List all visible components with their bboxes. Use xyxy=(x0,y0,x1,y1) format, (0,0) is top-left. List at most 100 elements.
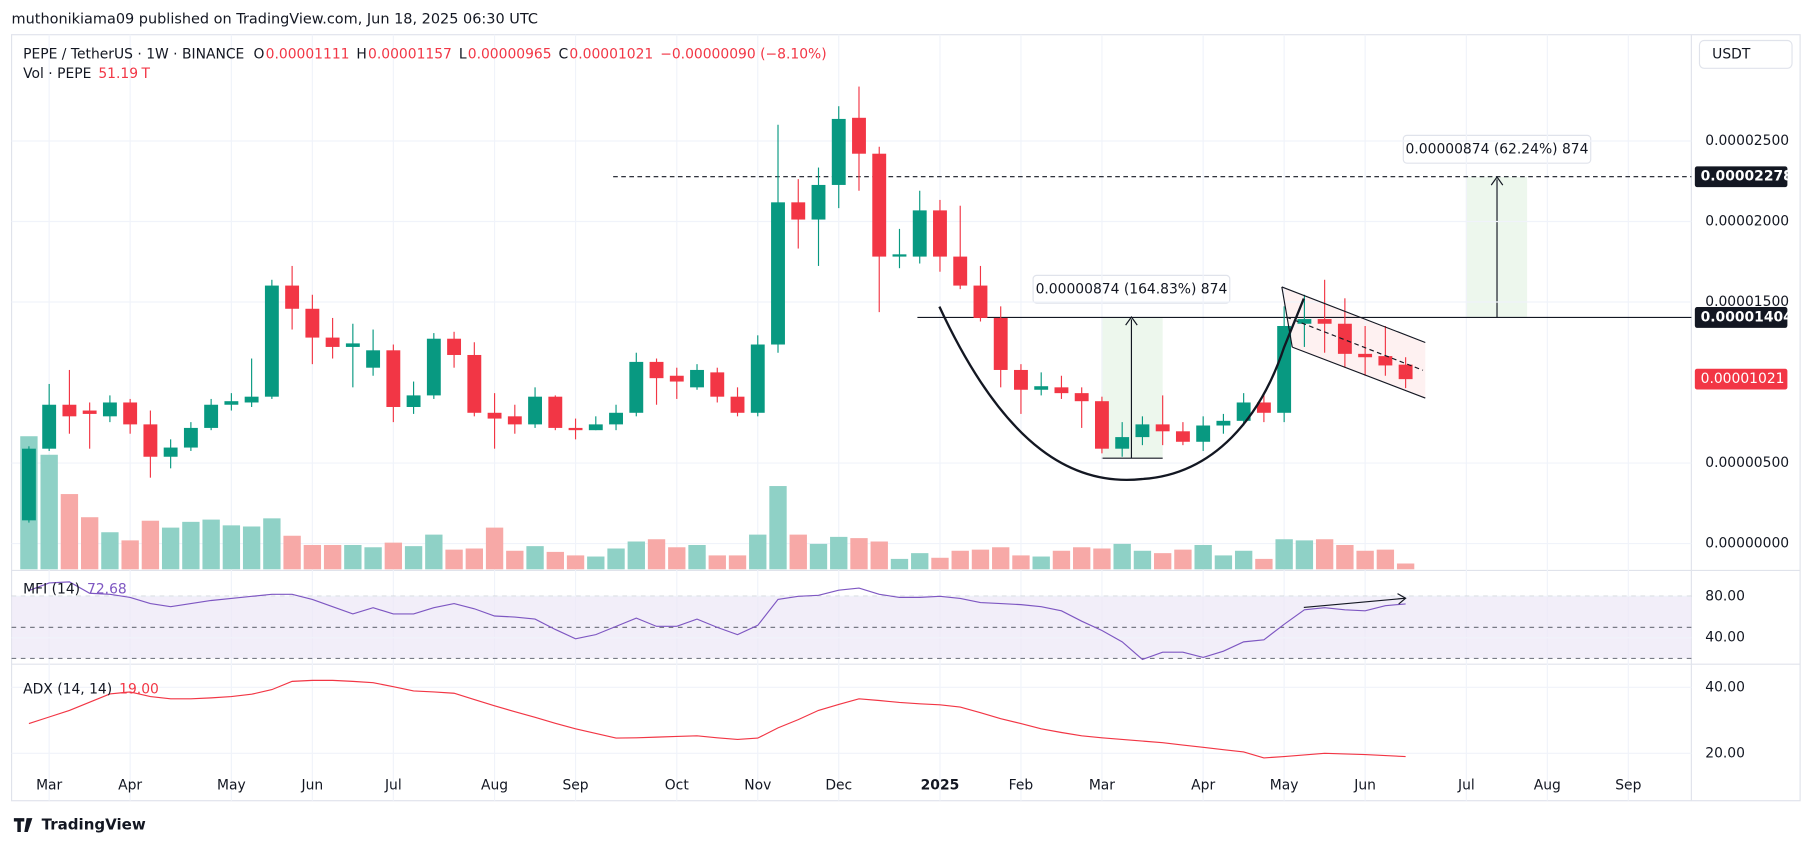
candle-body xyxy=(973,285,988,318)
y-tick-label: 0.00000000 xyxy=(1705,536,1789,552)
candle-body xyxy=(1115,437,1130,449)
ohlc-value: 0.00001021 xyxy=(569,46,653,62)
candle-body xyxy=(1358,353,1373,358)
volume-bar xyxy=(526,546,544,570)
y-tick-label: 40.00 xyxy=(1705,679,1745,695)
candle-body xyxy=(953,256,968,286)
volume-bar xyxy=(1052,550,1071,570)
candle-body xyxy=(811,184,826,220)
volume-bar xyxy=(364,547,382,570)
price-label: 0.00001021 xyxy=(1701,371,1785,387)
indicator-value: 19.00 xyxy=(119,682,159,698)
candle-body xyxy=(82,410,97,414)
candle-body xyxy=(345,343,360,347)
volume-bar xyxy=(1113,543,1131,570)
frame xyxy=(10,34,1801,802)
y-tick-label: 0.00000500 xyxy=(1705,455,1789,471)
candle-body xyxy=(244,396,259,403)
candle-body xyxy=(1317,319,1332,324)
candle-body xyxy=(872,153,887,257)
volume-bar xyxy=(465,548,484,570)
x-tick-label: Jul xyxy=(384,778,402,794)
y-tick-label: 0.00001500 xyxy=(1705,294,1789,310)
candle-body xyxy=(426,338,441,396)
volume-bar xyxy=(587,556,605,570)
volume-bar xyxy=(728,555,747,570)
volume-bar xyxy=(1336,545,1354,570)
volume-bar xyxy=(607,548,625,570)
candle-body xyxy=(912,210,927,257)
volume-bar xyxy=(506,550,524,570)
volume-bar xyxy=(1295,540,1314,570)
volume-bar xyxy=(60,494,79,570)
candle-body xyxy=(123,402,138,425)
candle-body xyxy=(933,210,947,257)
ohlc-prefix: C xyxy=(559,46,569,62)
volume-bar xyxy=(1396,563,1415,570)
candle-body xyxy=(690,369,704,388)
volume-bar xyxy=(749,534,767,570)
volume-bar xyxy=(1234,550,1253,570)
ohlc-value: 0.00001157 xyxy=(368,46,452,62)
volume-bar xyxy=(121,540,139,570)
y-tick-label: 80.00 xyxy=(1705,588,1745,604)
ohlc-value: 0.00001111 xyxy=(266,46,350,62)
candle-body xyxy=(730,396,745,413)
ohlc-prefix: L xyxy=(459,46,467,62)
volume-value: 51.19 xyxy=(98,66,138,82)
x-tick-label: Aug xyxy=(1534,778,1561,794)
indicator-value: 72.68 xyxy=(87,582,127,598)
channel-fill xyxy=(1281,286,1426,399)
y-tick-label: 0.00002000 xyxy=(1705,213,1789,229)
candle-body xyxy=(204,404,219,428)
candle-body xyxy=(183,427,198,448)
x-tick-label: Jun xyxy=(1353,778,1376,794)
volume-bar xyxy=(1376,549,1395,570)
candle-body xyxy=(1155,424,1170,432)
candle-body xyxy=(852,117,866,154)
candle-body xyxy=(993,317,1008,370)
volume-bar xyxy=(830,536,848,570)
candle-body xyxy=(892,254,907,257)
candle-body xyxy=(264,285,279,397)
candle-body xyxy=(62,404,77,417)
volume-bar xyxy=(1214,555,1233,570)
volume-bar xyxy=(1133,550,1152,570)
currency-button[interactable] xyxy=(1698,39,1793,69)
x-tick-label: Mar xyxy=(36,778,62,794)
level-label: 0.00002278 xyxy=(1701,169,1793,185)
price-label-box xyxy=(1694,368,1788,390)
publisher: muthonikiama09 published on TradingView.… xyxy=(12,12,538,28)
candle-body xyxy=(669,375,684,382)
volume-bar xyxy=(890,558,909,570)
volume-bar xyxy=(789,534,807,570)
x-tick-label: Mar xyxy=(1089,778,1115,794)
volume-bar xyxy=(263,518,281,570)
candle-body xyxy=(285,285,300,309)
volume-bar xyxy=(647,539,666,570)
volume-bar xyxy=(242,526,261,570)
brand: TradingView xyxy=(42,816,146,834)
volume-bar xyxy=(566,555,585,570)
volume-bar xyxy=(1153,553,1172,570)
volume-bar xyxy=(80,517,99,570)
candle-body xyxy=(163,447,178,457)
candle-body xyxy=(609,412,623,425)
x-tick-label: Aug xyxy=(481,778,508,794)
x-tick-label: 2025 xyxy=(921,778,960,794)
volume-bar xyxy=(931,557,949,570)
y-tick-label: 40.00 xyxy=(1705,630,1745,646)
candle-body xyxy=(1175,431,1190,442)
candle-body xyxy=(102,402,117,417)
candle-body xyxy=(406,395,421,407)
x-tick-label: Dec xyxy=(825,778,852,794)
x-tick-label: Jun xyxy=(301,778,324,794)
volume-bar xyxy=(101,532,119,570)
volume-bar xyxy=(971,549,990,570)
x-tick-label: Sep xyxy=(1615,778,1641,794)
currency[interactable]: USDT xyxy=(1712,46,1751,62)
measure-box xyxy=(1101,317,1163,459)
channel-line xyxy=(1281,286,1426,344)
